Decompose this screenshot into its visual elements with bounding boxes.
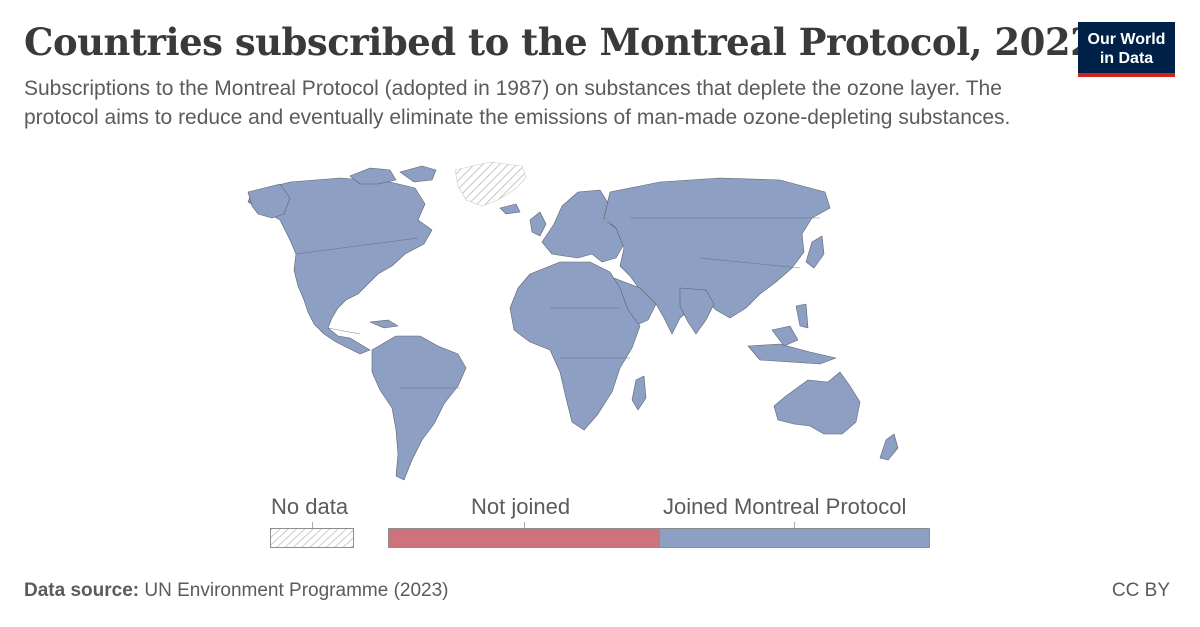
region-japan[interactable] xyxy=(805,235,825,269)
region-north-america[interactable] xyxy=(247,177,433,355)
region-philippines[interactable] xyxy=(795,303,809,329)
chart-title: Countries subscribed to the Montreal Pro… xyxy=(24,20,1096,64)
region-india[interactable] xyxy=(679,287,715,335)
region-uk[interactable] xyxy=(529,211,547,237)
data-source: Data source: UN Environment Programme (2… xyxy=(24,580,449,602)
legend-swatch-not-joined[interactable] xyxy=(388,528,660,548)
region-canadian-islands-2[interactable] xyxy=(399,165,437,183)
world-map xyxy=(247,161,899,481)
logo-line-1: Our World xyxy=(1087,31,1166,48)
region-asia[interactable] xyxy=(603,177,831,335)
legend-label-no-data: No data xyxy=(271,494,349,519)
legend-swatch-joined[interactable] xyxy=(659,528,930,548)
region-africa[interactable] xyxy=(509,261,641,431)
region-south-america[interactable] xyxy=(371,335,467,481)
owid-logo[interactable]: Our World in Data xyxy=(1078,22,1175,77)
region-australia[interactable] xyxy=(773,371,861,435)
data-source-label: Data source: xyxy=(24,580,140,601)
chart-subtitle: Subscriptions to the Montreal Protocol (… xyxy=(24,77,1011,129)
region-iceland[interactable] xyxy=(499,203,521,215)
legend-tick-joined xyxy=(794,522,795,528)
legend-label-joined: Joined Montreal Protocol xyxy=(663,494,907,519)
region-canadian-islands[interactable] xyxy=(349,167,397,185)
logo-line-2: in Data xyxy=(1099,50,1154,67)
legend-tick-no-data xyxy=(312,522,313,528)
legend-swatch-no-data[interactable] xyxy=(270,528,354,548)
region-new-zealand[interactable] xyxy=(879,433,899,461)
region-greenland[interactable] xyxy=(454,161,527,207)
license[interactable]: CC BY xyxy=(1111,580,1170,601)
region-indonesia[interactable] xyxy=(747,343,837,365)
data-source-value[interactable]: UN Environment Programme (2023) xyxy=(144,580,449,601)
region-borneo[interactable] xyxy=(771,325,799,347)
legend-label-not-joined: Not joined xyxy=(471,494,571,519)
region-madagascar[interactable] xyxy=(631,375,647,411)
legend-tick-not-joined xyxy=(524,522,525,528)
region-cuba[interactable] xyxy=(369,319,399,329)
region-alaska[interactable] xyxy=(247,183,291,219)
